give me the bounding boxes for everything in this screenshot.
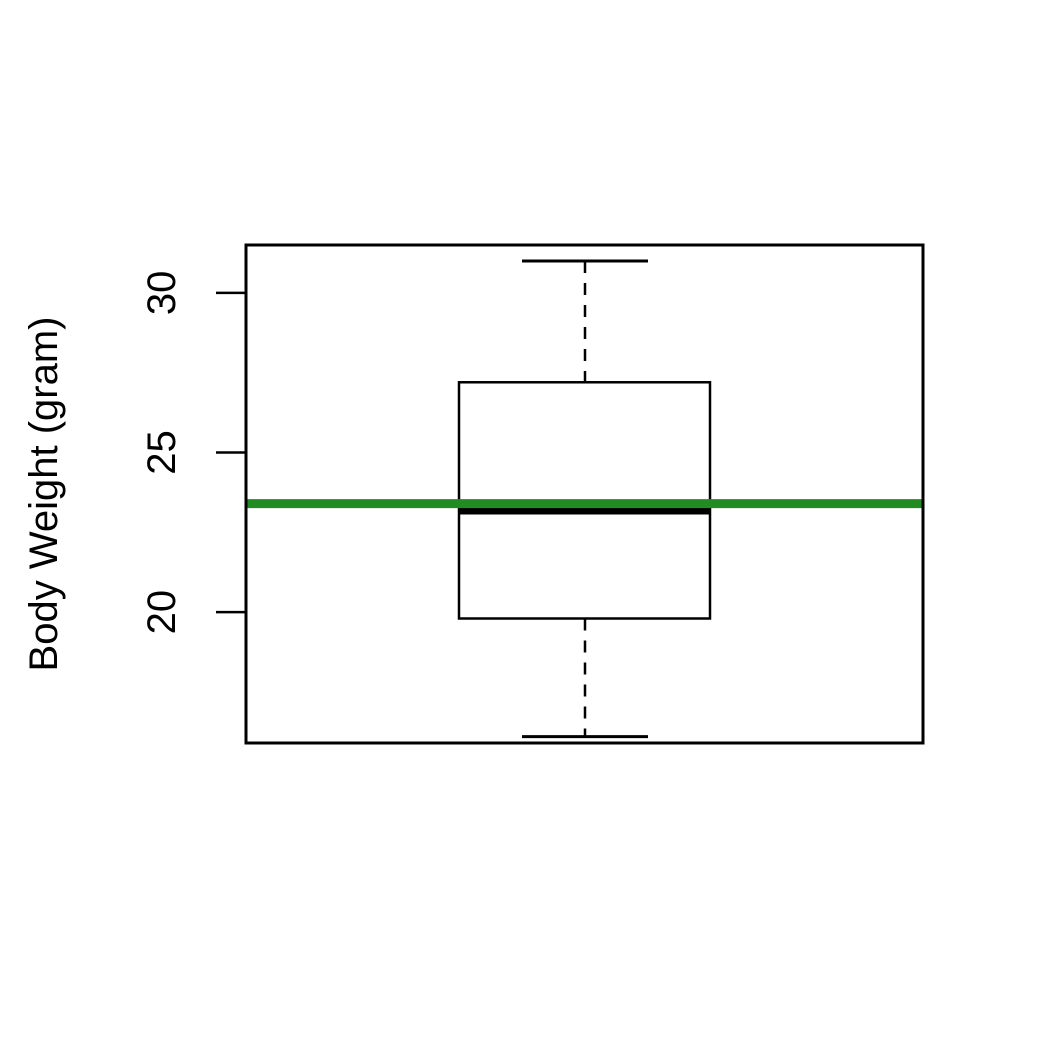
- y-axis-label: Body Weight (gram): [22, 317, 66, 672]
- plot-frame: [244, 243, 925, 745]
- y-tick-label: 30: [140, 271, 184, 316]
- y-tick-label: 25: [140, 430, 184, 475]
- plot-layer: 20 25 30: [140, 243, 925, 745]
- y-tick-label: 20: [140, 590, 184, 635]
